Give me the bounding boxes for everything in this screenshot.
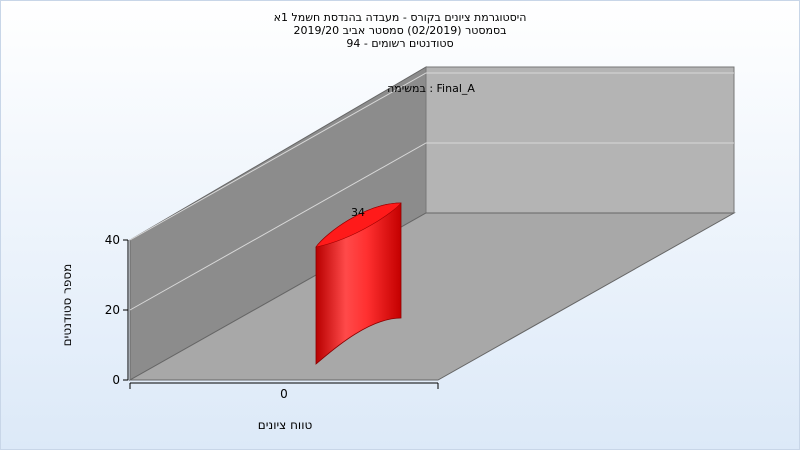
title-line-semester: בסמסטר (02/2019) סמסטר אביב 2019/20 <box>293 24 507 37</box>
x-axis-label: טווח ציונים <box>257 418 313 432</box>
legend-series-label: במשימה : Final_A <box>387 82 475 95</box>
data-label: 34 <box>351 206 365 219</box>
title-line-course: היסטוגרמת ציונים בקורס - מעבדה בהנדסת חש… <box>273 11 527 24</box>
y-tick-label: 40 <box>105 233 120 247</box>
chart-title: היסטוגרמת ציונים בקורס - מעבדה בהנדסת חש… <box>0 11 800 50</box>
bar-top-cap <box>315 202 402 248</box>
y-tick-label: 20 <box>105 303 120 317</box>
title-line-students: סטודנטים רשומים - 94 <box>346 37 454 50</box>
gridline <box>129 142 734 311</box>
y-tick-label: 0 <box>112 373 120 387</box>
x-tick-label: 0 <box>280 387 288 401</box>
y-axis-label: מספר סטודנטים <box>60 263 74 347</box>
gridline <box>129 72 734 241</box>
